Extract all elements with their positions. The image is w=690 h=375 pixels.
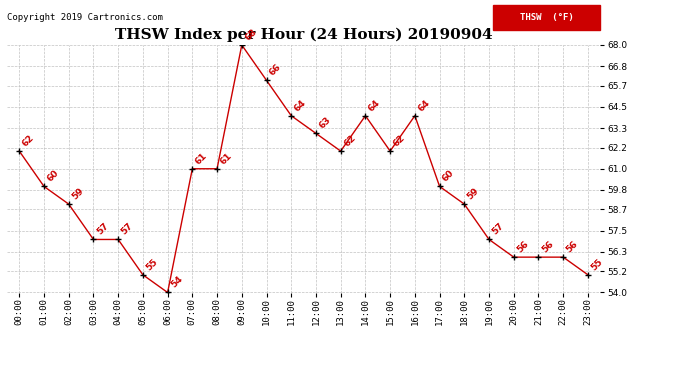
Text: 56: 56 xyxy=(515,239,531,254)
Text: 59: 59 xyxy=(466,186,481,201)
Text: 61: 61 xyxy=(219,151,234,166)
Text: 64: 64 xyxy=(293,98,308,113)
Text: 56: 56 xyxy=(564,239,580,254)
Text: Copyright 2019 Cartronics.com: Copyright 2019 Cartronics.com xyxy=(7,13,163,22)
Text: 64: 64 xyxy=(367,98,382,113)
Text: 57: 57 xyxy=(119,221,135,237)
Text: THSW  (°F): THSW (°F) xyxy=(520,13,574,22)
Text: 62: 62 xyxy=(21,133,36,148)
Text: 64: 64 xyxy=(416,98,431,113)
Text: 56: 56 xyxy=(540,239,555,254)
Text: 57: 57 xyxy=(95,221,110,237)
Text: 59: 59 xyxy=(70,186,86,201)
Text: 63: 63 xyxy=(317,116,333,130)
Title: THSW Index per Hour (24 Hours) 20190904: THSW Index per Hour (24 Hours) 20190904 xyxy=(115,28,493,42)
Text: 66: 66 xyxy=(268,62,283,78)
Text: 55: 55 xyxy=(589,257,604,272)
FancyBboxPatch shape xyxy=(493,5,600,30)
Text: 62: 62 xyxy=(342,133,357,148)
Text: 68: 68 xyxy=(243,27,258,42)
Text: 54: 54 xyxy=(169,274,184,290)
Text: 60: 60 xyxy=(441,168,456,184)
Text: 62: 62 xyxy=(391,133,406,148)
Text: 57: 57 xyxy=(491,221,506,237)
Text: 61: 61 xyxy=(194,151,209,166)
Text: 60: 60 xyxy=(46,168,61,184)
Text: 55: 55 xyxy=(144,257,159,272)
